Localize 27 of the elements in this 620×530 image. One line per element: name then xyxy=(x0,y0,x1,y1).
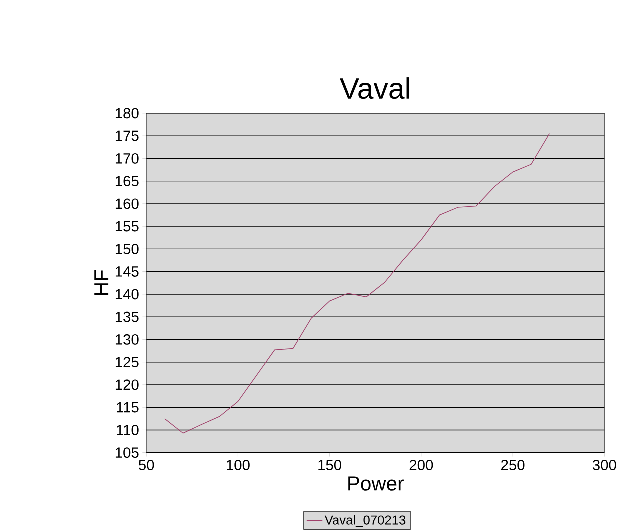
y-tick-label: 120 xyxy=(116,380,139,390)
y-tick-label: 155 xyxy=(116,221,139,232)
y-tick-label: 170 xyxy=(116,154,139,164)
x-tick-label: 100 xyxy=(227,460,250,470)
x-tick-label: 300 xyxy=(592,460,616,470)
y-tick-label: 115 xyxy=(117,402,139,413)
y-tick-label: 175 xyxy=(116,130,139,142)
y-tick-label: 180 xyxy=(116,108,139,119)
y-tick-label: 135 xyxy=(116,312,139,322)
y-tick-label: 160 xyxy=(116,198,139,210)
x-tick-label: 50 xyxy=(138,460,154,470)
y-axis-title: HF xyxy=(94,270,109,295)
y-tick-label: 105 xyxy=(116,448,139,458)
y-tick-label: 140 xyxy=(116,289,139,300)
x-tick-label: 250 xyxy=(502,460,525,470)
legend-label: Vaval_070213 xyxy=(324,515,406,528)
line-series xyxy=(164,133,550,434)
y-tick-label: 130 xyxy=(116,334,139,345)
x-tick-label: 200 xyxy=(410,460,434,470)
y-tick-label: 125 xyxy=(116,357,139,368)
y-tick-label: 145 xyxy=(116,266,139,277)
x-axis-title: Power xyxy=(348,476,404,491)
y-tick-label: 150 xyxy=(116,244,139,254)
x-tick-label: 150 xyxy=(318,460,342,470)
y-tick-label: 110 xyxy=(117,425,139,436)
y-tick-label: 165 xyxy=(116,176,139,187)
chart-title: Vaval xyxy=(340,78,410,100)
